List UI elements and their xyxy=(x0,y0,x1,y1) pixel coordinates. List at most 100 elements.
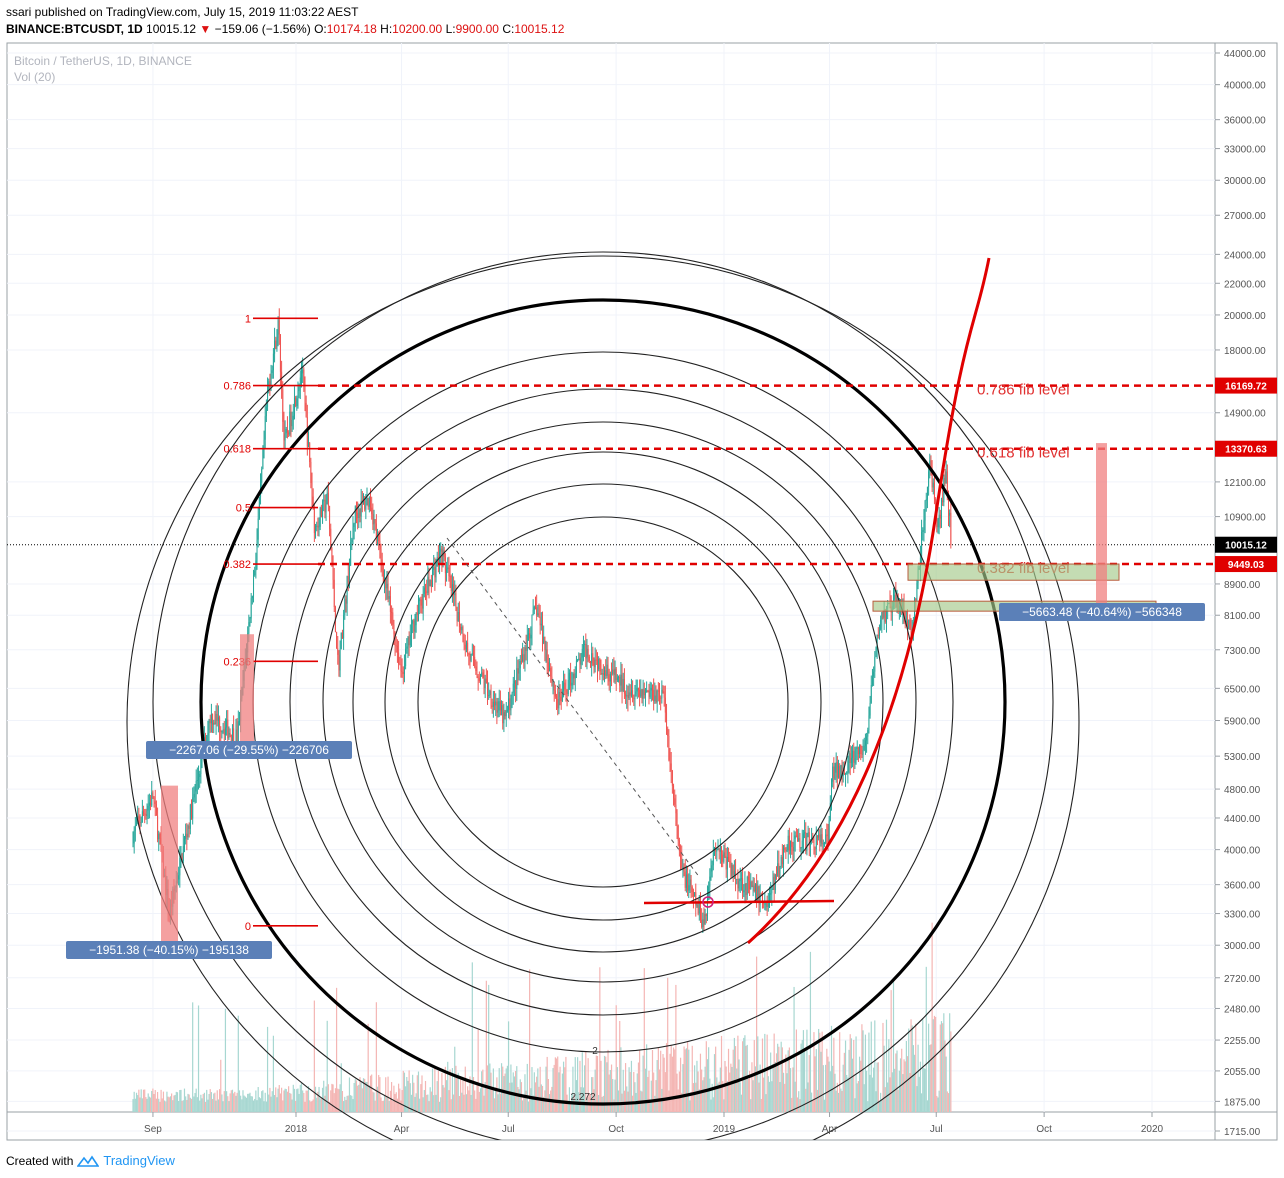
candle-body xyxy=(823,843,825,845)
candle-body xyxy=(719,846,721,852)
parabolic-curve xyxy=(746,257,991,945)
candle-body xyxy=(368,496,370,507)
candle-body xyxy=(219,717,221,730)
volume-bar xyxy=(478,1091,480,1112)
volume-bar xyxy=(615,1005,617,1112)
volume-bar xyxy=(719,1067,721,1112)
y-tick-label: 3300.00 xyxy=(1224,910,1261,921)
candle-body xyxy=(207,733,209,736)
volume-bar xyxy=(883,1045,885,1112)
candle-body xyxy=(814,849,816,851)
volume-bar xyxy=(737,1035,739,1112)
volume-bar xyxy=(485,980,487,1112)
candle-body xyxy=(432,569,434,587)
volume-bar xyxy=(637,1062,640,1112)
candle-body xyxy=(367,498,369,507)
candle-body xyxy=(685,874,687,888)
candle-body xyxy=(187,826,189,838)
x-tick-label: Oct xyxy=(608,1124,624,1135)
candle-body xyxy=(629,692,631,696)
candle-body xyxy=(938,514,940,527)
candle-body xyxy=(756,884,758,903)
candle-body xyxy=(577,659,579,661)
volume-bar xyxy=(192,1002,194,1112)
candle-body xyxy=(253,575,255,597)
volume-bar xyxy=(743,1037,745,1112)
volume-bar xyxy=(792,1067,794,1112)
volume-bar xyxy=(517,1087,519,1112)
candle-body xyxy=(761,893,763,904)
volume-bar xyxy=(490,1072,492,1112)
volume-bar xyxy=(787,1050,789,1112)
volume-bar xyxy=(393,1085,395,1112)
candle-body xyxy=(795,835,797,837)
candle-body xyxy=(353,523,355,528)
candle-body xyxy=(593,665,595,668)
volume-bar xyxy=(546,1056,548,1112)
candle-body xyxy=(317,525,319,528)
volume-bar xyxy=(169,1096,172,1112)
candle-body xyxy=(263,439,265,450)
candle-body xyxy=(706,895,708,917)
candle-body xyxy=(343,615,345,639)
candle-body xyxy=(636,687,638,692)
candle-body xyxy=(574,673,576,679)
volume-bar xyxy=(524,1074,526,1112)
volume-bar xyxy=(372,1091,374,1112)
time-axis[interactable]: Sep 2018 Apr Jul Oct 2019 Apr Jul Oct 2020 xyxy=(144,1112,1164,1135)
volume-bar xyxy=(622,1069,624,1112)
candle-body xyxy=(589,661,591,664)
volume-bar xyxy=(400,1100,402,1112)
fib-circle xyxy=(417,516,789,888)
candle-body xyxy=(375,523,377,538)
volume-bar xyxy=(442,1085,444,1112)
candle-body xyxy=(354,506,356,524)
volume-bar xyxy=(507,1021,510,1112)
volume-bar xyxy=(574,1057,576,1112)
volume-bar xyxy=(241,1099,243,1112)
candle-body xyxy=(279,334,281,372)
volume-bar xyxy=(474,1090,476,1112)
candle-body xyxy=(291,419,293,427)
volume-bar xyxy=(472,1077,475,1112)
volume-bar xyxy=(502,1066,504,1112)
volume-bar xyxy=(488,984,490,1112)
volume-bar xyxy=(527,1101,530,1112)
price-axis[interactable]: 44000.00 40000.00 36000.00 33000.00 30000.00… xyxy=(1215,49,1277,1138)
candle-body xyxy=(840,765,842,779)
candle-body xyxy=(657,690,659,692)
fib-retracement-ratio: 0 xyxy=(245,921,251,933)
volume-bar xyxy=(793,986,795,1112)
candle-body xyxy=(946,471,948,496)
candle-body xyxy=(262,449,264,469)
candle-body xyxy=(745,883,747,895)
candle-body xyxy=(148,802,150,806)
x-tick-label: Jul xyxy=(930,1124,943,1135)
volume-bar xyxy=(568,1087,571,1112)
candle-body xyxy=(599,658,601,672)
candle-body xyxy=(230,734,232,742)
volume-bar xyxy=(906,1056,909,1112)
candle-body xyxy=(502,705,504,724)
candle-body xyxy=(179,858,181,876)
volume-bar xyxy=(262,1090,264,1112)
candle-body xyxy=(282,389,284,422)
candle-body xyxy=(412,620,414,624)
candle-body xyxy=(277,320,279,338)
volume-bar xyxy=(238,1090,241,1112)
volume-bar xyxy=(437,1070,439,1112)
volume-bar xyxy=(926,1100,929,1112)
candle-body xyxy=(311,483,313,497)
volume-bar xyxy=(254,1098,256,1112)
volume-bar xyxy=(477,1029,479,1112)
candle-body xyxy=(159,833,161,839)
volume-bar xyxy=(723,1099,725,1112)
candle-body xyxy=(781,857,783,865)
volume-bar xyxy=(545,1066,547,1112)
volume-bar xyxy=(888,1039,890,1112)
fib-retracement-ratio: 1 xyxy=(245,313,251,325)
candle-body xyxy=(916,582,918,601)
tradingview-brand[interactable]: TradingView xyxy=(103,1153,175,1168)
